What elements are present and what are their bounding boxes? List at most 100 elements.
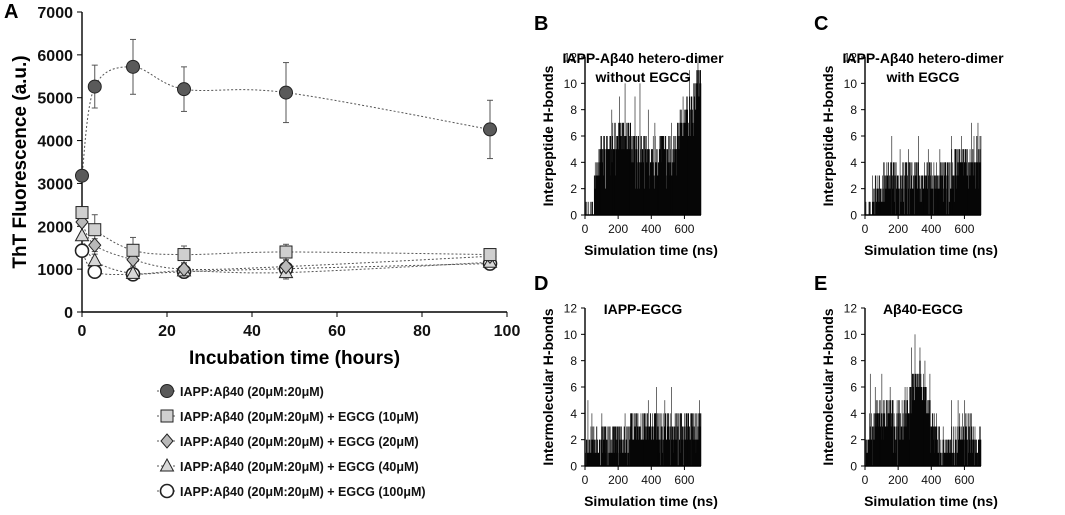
chart-a-y-tick-label: 1000 [37,262,73,279]
chart-c-bar [882,188,884,215]
chart-c-bar [931,162,932,215]
chart-a-y-tick-label: 2000 [37,219,73,236]
chart-d-bar [626,439,627,466]
legend-marker [159,457,175,472]
chart-c-bar [897,188,899,215]
chart-c-bar [939,175,941,215]
chart-e-bar [957,452,958,466]
chart-e-bar [952,452,954,466]
chart-e-bar [926,413,927,466]
chart-c-bar [958,162,959,215]
chart-e-bar [891,413,892,466]
chart-d-bar [688,413,689,466]
chart-e-bar [884,426,885,466]
chart-d-bar [596,426,598,466]
chart-b-y-tick-label: 0 [570,209,577,223]
chart-e-bar [971,413,972,466]
chart-a-point-s3 [87,252,103,267]
chart-e-bar [916,387,917,466]
chart-b-bar [627,122,628,215]
chart-d-bar [657,413,659,466]
chart-d-bar [641,439,643,466]
chart-c-bar [924,175,926,215]
chart-d-bar [636,413,637,466]
chart-d-y-tick-label: 0 [570,460,577,474]
chart-d-bar [689,439,690,466]
chart-b-bar [697,70,698,216]
chart-b-bar [656,149,657,215]
chart-d-bar [640,439,641,466]
chart-e-bar [888,413,890,466]
chart-e-bar [929,413,930,466]
chart-c-bar [955,188,957,215]
chart-b-bar [676,136,678,215]
chart-e-bar [886,400,887,466]
chart-b-bar [653,162,654,215]
chart-d-bar [647,413,649,466]
legend-marker [160,384,174,398]
chart-c-bar [964,162,966,215]
chart-e-bar [931,413,933,466]
chart-b-bar [624,136,626,215]
chart-d-bar [586,452,588,466]
chart-c-bar [926,162,928,215]
chart-d-bar [676,413,677,466]
chart-d-bar [614,426,616,466]
chart-b-bar [662,136,664,215]
chart-e-bar [971,426,973,466]
chart-d-bar [631,413,632,466]
chart-d-bar [623,452,625,466]
chart-d-bar [632,439,633,466]
chart-b-bar [673,149,675,215]
chart-e-bar [915,387,917,466]
chart-e-bar [921,387,922,466]
chart-c-bar [919,175,920,215]
chart-a-y-axis-title: ThT Fluorescence (a.u.) [10,55,31,268]
chart-b-bar [626,122,628,215]
chart-b-bar [623,122,624,215]
chart-d-bar [586,439,587,466]
chart-d-bar [588,452,589,466]
chart-e-bar [879,400,881,466]
chart-c-bar [913,188,914,215]
chart-e-bar [904,387,906,466]
chart-d-bar [610,452,612,466]
chart-a-point-s0 [279,85,293,100]
chart-c-bar [910,188,911,215]
chart-d-y-tick-label: 12 [564,302,578,316]
chart-c-bar [962,149,964,215]
chart-d-bar [585,452,587,466]
chart-b-bar [679,136,680,215]
chart-e-bar [911,347,912,466]
chart-c-bar [964,162,966,215]
chart-b-y-tick-label: 2 [570,182,577,196]
chart-e-bar [873,426,874,466]
chart-c-bar [941,188,942,215]
chart-e-bar [913,373,914,466]
chart-e-bar [898,400,899,466]
chart-b-bar [669,175,670,215]
chart-b-bar [691,96,692,215]
chart-e-bar [949,452,951,466]
chart-a-point-s0 [75,168,89,183]
chart-d-bar [644,413,645,466]
chart-e-bar [919,387,920,466]
chart-d-bar [695,439,696,466]
chart-c-bar [963,149,965,215]
chart-b-bar [608,149,609,215]
chart-b-bar [644,136,646,215]
chart-d-bar [636,413,638,466]
chart-b-bar [642,149,643,215]
chart-c-bar [965,149,967,215]
chart-e-bar [967,413,969,466]
chart-d-bar [619,426,621,466]
chart-e-y-tick-label: 10 [844,328,858,342]
chart-d-bar [612,426,614,466]
chart-e-bar [869,373,871,466]
chart-d-bar [603,426,605,466]
chart-d-bar [642,439,644,466]
chart-c-bar [936,162,937,215]
chart-c-bar [980,162,981,215]
chart-d-bar [655,413,656,466]
chart-c-bar [971,122,972,215]
